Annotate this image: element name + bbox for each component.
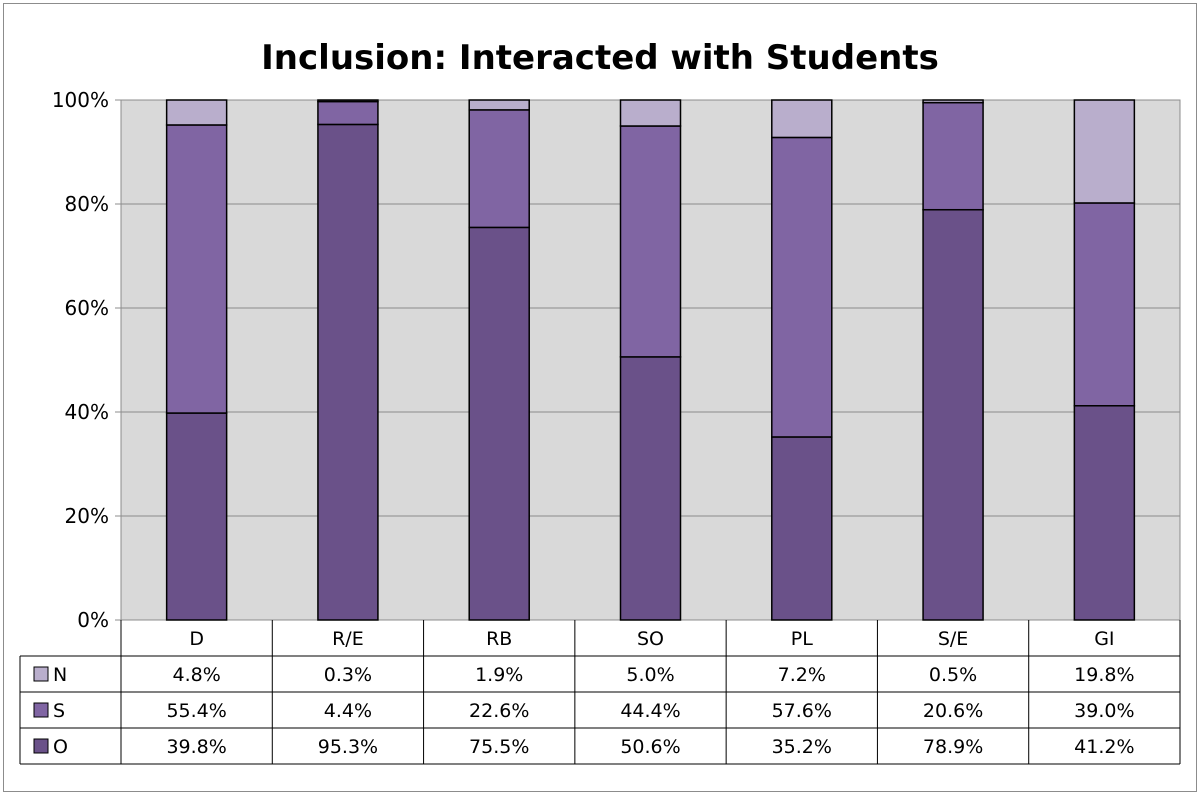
x-category-label: PL [791,628,813,650]
data-label-s: 57.6% [772,700,832,722]
bar-s-rb [468,109,530,229]
data-label-n: 1.9% [475,664,523,686]
bar-n-gi [1073,99,1136,204]
data-label-s: 20.6% [923,700,983,722]
bar-o-se [922,208,984,621]
legend-swatch-n [33,666,49,682]
bar-s-pl [771,136,833,438]
data-label-o: 95.3% [318,736,378,758]
bar-s-d [165,124,228,414]
legend-label-o: O [53,736,68,758]
bar-n-rb [468,99,530,111]
bar-o-rb [468,226,530,621]
data-label-n: 0.5% [929,664,977,686]
y-tick-label: 20% [65,504,109,528]
data-label-s: 22.6% [469,700,529,722]
bar-o-gi [1073,405,1136,621]
y-tick-label: 100% [52,88,109,112]
y-axis: 0% 20% 40% 60% 80% 100% [52,88,122,632]
data-label-s: 44.4% [620,700,680,722]
bar-n-pl [771,99,833,139]
x-category-label: SO [637,628,664,650]
data-label-n: 4.8% [173,664,221,686]
bar-s-gi [1073,202,1136,407]
x-category-label: D [189,628,204,650]
y-tick-label: 80% [65,192,109,216]
x-category-label: S/E [938,628,968,650]
data-label-s: 55.4% [166,700,226,722]
bar-o-so [619,356,682,621]
y-tick-label: 40% [65,400,109,424]
legend-swatch-s [33,702,49,718]
bars [165,99,1136,621]
data-label-s: 39.0% [1074,700,1134,722]
data-label-s: 4.4% [324,700,372,722]
data-table: D R/E RB SO PL S/E GI N 4.8% 0.3% 1.9% 5.0% 7.2% 0.5%… [19,620,1181,765]
bar-o-re [317,123,379,621]
data-label-o: 35.2% [772,736,832,758]
data-label-o: 50.6% [620,736,680,758]
y-tick-label: 60% [65,296,109,320]
bar-o-pl [771,436,833,621]
legend-label-s: S [53,700,65,722]
data-label-o: 39.8% [166,736,226,758]
x-category-label: GI [1094,628,1114,650]
bar-s-re [317,100,379,126]
data-label-n: 19.8% [1074,664,1134,686]
bar-s-so [619,125,682,358]
bar-o-d [165,412,228,621]
x-category-label: R/E [332,628,364,650]
data-label-n: 0.3% [324,664,372,686]
data-label-n: 7.2% [778,664,826,686]
legend-label-n: N [53,664,67,686]
bar-n-re [317,99,379,103]
data-label-o: 41.2% [1074,736,1134,758]
chart-title: Inclusion: Interacted with Students [261,38,939,78]
data-label-n: 5.0% [626,664,674,686]
bar-n-se [922,99,984,104]
x-category-label: RB [486,628,512,650]
bar-n-d [165,99,228,126]
y-tick-label: 0% [77,608,109,632]
data-label-o: 78.9% [923,736,983,758]
data-label-o: 75.5% [469,736,529,758]
bar-n-so [619,99,682,127]
legend-swatch-o [33,738,49,754]
bar-s-se [922,101,984,211]
